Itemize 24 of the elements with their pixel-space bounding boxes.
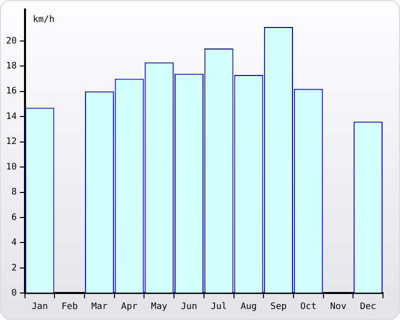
y-tick-label: 20 [6,36,17,46]
y-tick-label: 14 [6,112,17,122]
x-tick-label: Aug [240,302,257,312]
x-tick-label: Oct [300,302,317,312]
y-tick-label: 18 [6,62,17,72]
y-tick-label: 4 [11,238,17,248]
y-tick-label: 8 [11,188,17,198]
x-tick-label: Jan [32,302,48,312]
y-tick-label: 16 [6,86,17,97]
x-tick-label: May [151,302,168,312]
x-tick-label: Nov [330,302,346,312]
y-tick-label: 10 [6,162,17,172]
y-tick-label: 12 [6,137,17,148]
x-tick-label: Jun [180,302,198,312]
y-axis-title: km/h [32,15,55,26]
x-tick-label: Dec [360,302,376,312]
y-tick-label: 2 [11,263,17,274]
x-tick-label: Sep [270,302,287,312]
x-tick-label: Feb [61,302,78,312]
y-tick-label: 0 [11,288,17,299]
x-tick-label: Apr [121,302,138,312]
x-tick-label: Jul [210,302,227,312]
x-tick-label: Mar [91,302,108,312]
y-tick-label: 6 [11,212,17,223]
